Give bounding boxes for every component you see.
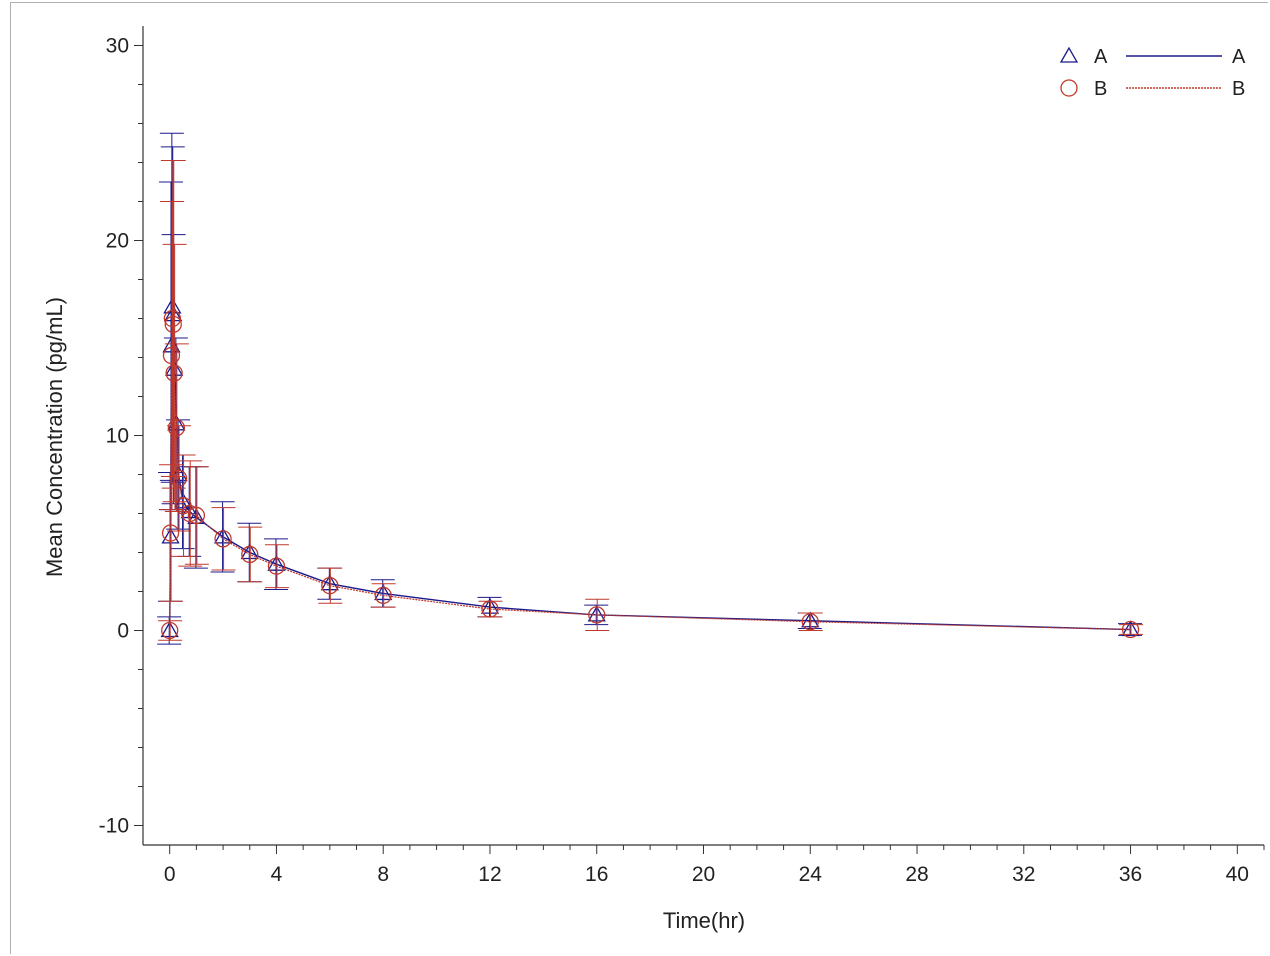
legend-marker-B: [1060, 79, 1078, 97]
x-tick-label: 4: [271, 863, 283, 886]
y-axis-label: Mean Concentration (pg/mL): [42, 297, 67, 577]
x-tick-label: 20: [692, 863, 715, 886]
legend-label: A: [1232, 46, 1246, 68]
data-point: [801, 613, 819, 631]
chart-frame: [10, 2, 1268, 954]
x-tick-label: 32: [1012, 863, 1035, 886]
series-A: [157, 132, 1143, 645]
data-point: [267, 557, 286, 575]
axes: 0 4 8 12 16 20 24 28 32 36 40 -10 0 10 20 30: [99, 26, 1265, 886]
series-line-B: [169, 318, 1131, 631]
data-point: [374, 586, 392, 605]
x-tick-label: 8: [377, 863, 389, 886]
series-line-A: [168, 306, 1131, 631]
data-point: [161, 621, 179, 640]
series-B: [158, 160, 1144, 641]
data-point: [187, 506, 206, 525]
legend-label: B: [1094, 78, 1107, 100]
x-tick-label: 36: [1119, 863, 1142, 886]
data-point: [165, 364, 183, 382]
data-point: [241, 545, 259, 564]
data-point: [321, 577, 339, 595]
x-tick-label: 28: [905, 863, 928, 886]
data-point: [162, 346, 181, 365]
data-point: [1121, 620, 1140, 637]
legend-label: B: [1232, 78, 1245, 100]
data-point: [1121, 620, 1140, 639]
y-tick-label: 0: [117, 620, 129, 643]
legend: A AB B: [1059, 46, 1246, 100]
data-point: [181, 504, 199, 523]
x-tick-label: 40: [1226, 863, 1249, 886]
plot-area: [157, 132, 1144, 645]
x-axis-label: Time(hr): [663, 908, 745, 933]
y-tick-label: -10: [99, 815, 129, 838]
legend-label: A: [1094, 46, 1108, 68]
legend-marker-A: [1059, 46, 1079, 63]
y-tick-label: 30: [106, 35, 129, 58]
x-tick-label: 16: [585, 863, 608, 886]
x-tick-label: 24: [799, 863, 823, 886]
data-point: [164, 315, 182, 334]
x-tick-label: 12: [478, 863, 501, 886]
data-point: [169, 469, 188, 488]
y-tick-label: 10: [106, 425, 129, 448]
data-point: [588, 606, 606, 624]
data-point: [481, 600, 499, 618]
data-point: [214, 530, 232, 548]
data-point: [161, 524, 180, 542]
x-tick-label: 0: [164, 863, 176, 886]
y-tick-label: 20: [106, 230, 129, 253]
data-point: [163, 309, 182, 328]
data-point: [167, 419, 186, 437]
